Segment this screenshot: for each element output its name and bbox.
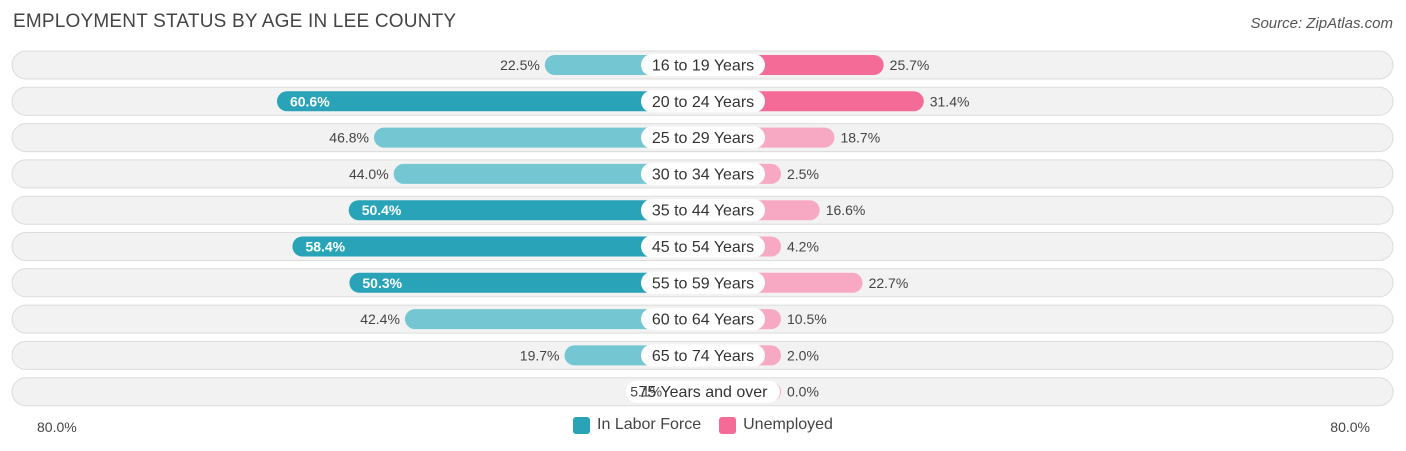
source-credit: Source: ZipAtlas.com xyxy=(1250,15,1393,32)
value-label-unemployed: 2.0% xyxy=(787,347,819,363)
value-label-labor: 50.4% xyxy=(362,202,402,218)
legend-label-labor: In Labor Force xyxy=(597,416,702,433)
axis-left-label: 80.0% xyxy=(37,419,77,435)
value-label-unemployed: 2.5% xyxy=(787,166,819,182)
category-label-bg xyxy=(626,380,780,403)
bar-labor xyxy=(348,200,703,221)
chart-title: EMPLOYMENT STATUS BY AGE IN LEE COUNTY xyxy=(13,11,457,32)
value-label-unemployed: 0.0% xyxy=(787,384,819,400)
value-label-labor: 5.1% xyxy=(630,384,662,400)
category-label: 30 to 34 Years xyxy=(652,166,754,183)
value-label-unemployed: 25.7% xyxy=(890,57,930,73)
category-label: 20 to 24 Years xyxy=(652,94,754,111)
category-label-bg xyxy=(641,54,765,76)
value-label-unemployed: 18.7% xyxy=(840,130,880,146)
category-label: 65 to 74 Years xyxy=(652,348,754,365)
bar-labor xyxy=(373,127,703,148)
category-label-bg xyxy=(641,162,765,185)
category-label-bg xyxy=(641,235,765,258)
category-label-bg xyxy=(641,199,765,222)
chart-canvas: 16 to 19 Years 22.5% 25.7% 20 to 24 Years 60… xyxy=(11,50,1394,407)
value-label-labor: 58.4% xyxy=(305,239,345,255)
value-label-labor: 50.3% xyxy=(362,275,402,291)
category-label: 35 to 44 Years xyxy=(652,203,754,220)
legend-item-labor: In Labor Force xyxy=(573,416,701,434)
value-label-unemployed: 4.2% xyxy=(787,239,819,255)
category-label-bg xyxy=(641,344,765,367)
axis-right-label: 80.0% xyxy=(1330,419,1370,435)
category-label-bg xyxy=(641,308,765,331)
category-label-bg xyxy=(641,271,765,294)
value-label-unemployed: 16.6% xyxy=(826,202,866,218)
category-label: 25 to 29 Years xyxy=(652,130,754,147)
bar-labor xyxy=(292,236,703,257)
value-label-unemployed: 31.4% xyxy=(930,93,970,109)
category-label: 45 to 54 Years xyxy=(652,239,754,256)
value-label-labor: 22.5% xyxy=(500,57,540,73)
value-label-labor: 44.0% xyxy=(349,166,389,182)
value-label-unemployed: 22.7% xyxy=(869,275,909,291)
legend: In Labor Force Unemployed xyxy=(0,416,1406,434)
legend-label-unemployed: Unemployed xyxy=(743,416,833,433)
value-label-labor: 42.4% xyxy=(360,311,400,327)
value-label-labor: 46.8% xyxy=(329,130,369,146)
value-label-labor: 60.6% xyxy=(290,93,330,109)
value-label-unemployed: 10.5% xyxy=(787,311,827,327)
category-label-bg xyxy=(641,90,765,113)
bar-labor xyxy=(349,272,703,293)
legend-item-unemployed: Unemployed xyxy=(719,416,833,434)
value-label-labor: 19.7% xyxy=(520,347,560,363)
bar-labor xyxy=(404,309,703,330)
bar-labor xyxy=(276,91,703,112)
category-label: 55 to 59 Years xyxy=(652,275,754,292)
legend-swatch-unemployed xyxy=(719,416,737,434)
category-label-bg xyxy=(641,126,765,149)
category-label: 16 to 19 Years xyxy=(652,58,754,75)
legend-swatch-labor xyxy=(573,416,591,434)
category-label: 60 to 64 Years xyxy=(652,312,754,329)
category-label: 75 Years and over xyxy=(639,384,769,401)
bar-labor xyxy=(393,163,703,184)
